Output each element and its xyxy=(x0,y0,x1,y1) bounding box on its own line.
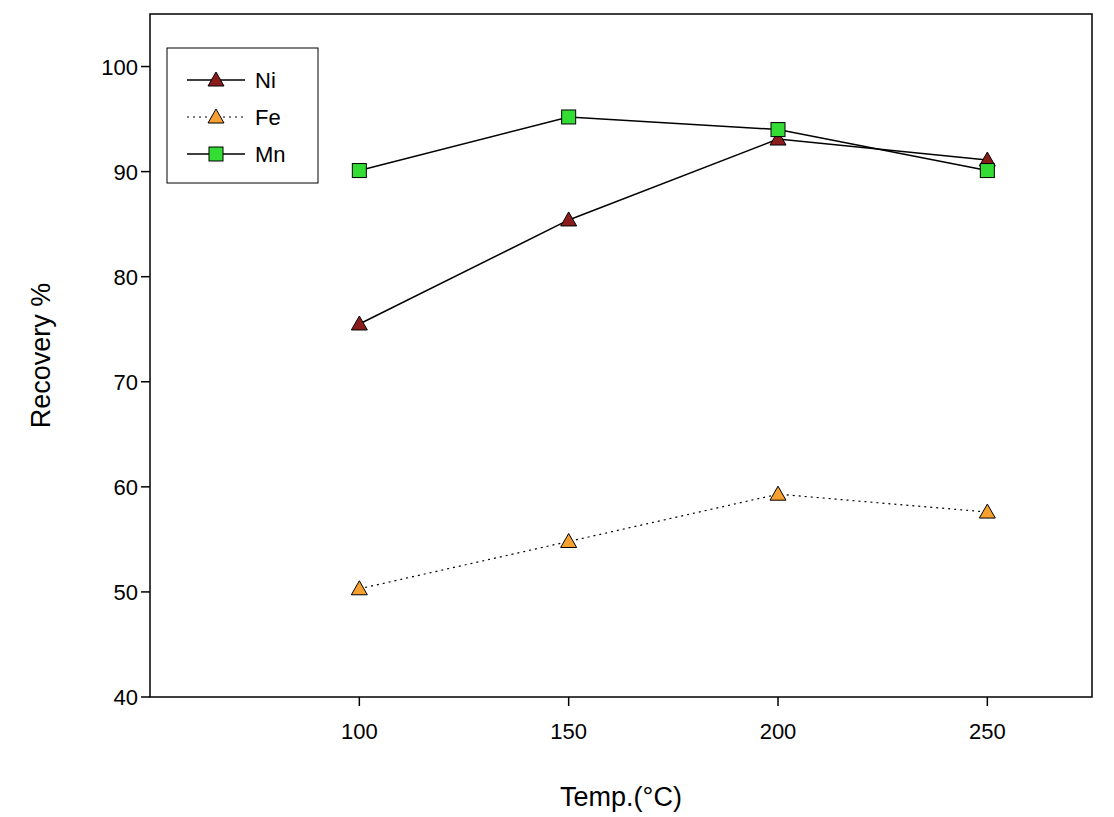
legend-marker xyxy=(208,109,224,123)
legend-marker xyxy=(208,72,224,86)
series-line xyxy=(359,117,987,171)
data-point xyxy=(561,212,577,226)
y-tick-label: 100 xyxy=(101,55,138,80)
legend-marker xyxy=(209,147,223,161)
plot-frame xyxy=(150,14,1092,697)
data-point xyxy=(770,486,786,500)
x-axis-label: Temp.(°C) xyxy=(560,782,682,812)
legend-label: Fe xyxy=(255,105,281,130)
legend-label: Ni xyxy=(255,68,276,93)
x-tick-label: 200 xyxy=(760,719,797,744)
y-tick-label: 40 xyxy=(114,685,138,710)
chart-svg: 40 50 60 70 80 90 100 100 150 200 250 Temp.(°C) Reco… xyxy=(0,0,1114,817)
y-tick xyxy=(141,591,150,593)
y-tick-label: 60 xyxy=(114,475,138,500)
y-tick xyxy=(141,66,150,68)
legend-label: Mn xyxy=(255,142,286,167)
x-tick xyxy=(777,697,779,706)
y-tick-label: 70 xyxy=(114,370,138,395)
x-tick xyxy=(987,697,989,706)
x-tick-label: 150 xyxy=(550,719,587,744)
y-tick xyxy=(141,171,150,173)
y-tick-label: 50 xyxy=(114,580,138,605)
data-point xyxy=(561,533,577,547)
x-tick xyxy=(359,697,361,706)
y-tick-label: 80 xyxy=(114,265,138,290)
y-tick-label: 90 xyxy=(114,160,138,185)
data-point xyxy=(351,316,367,330)
y-tick xyxy=(141,381,150,383)
data-point xyxy=(562,110,576,124)
data-point xyxy=(980,164,994,178)
series-line xyxy=(359,139,987,324)
y-tick xyxy=(141,696,150,698)
data-point xyxy=(352,164,366,178)
x-tick-label: 250 xyxy=(969,719,1006,744)
chart-container: 40 50 60 70 80 90 100 100 150 200 250 Temp.(°C) Reco… xyxy=(0,0,1114,817)
y-tick xyxy=(141,486,150,488)
data-point xyxy=(979,504,995,518)
x-tick xyxy=(568,697,570,706)
legend-box xyxy=(167,48,318,183)
legend: Ni Fe Mn xyxy=(167,48,318,183)
data-point xyxy=(771,123,785,137)
plot-data xyxy=(351,110,995,595)
y-tick xyxy=(141,276,150,278)
x-tick-label: 100 xyxy=(341,719,378,744)
data-point xyxy=(351,581,367,595)
series-line xyxy=(359,494,987,589)
y-axis-label: Recovery % xyxy=(26,283,56,429)
